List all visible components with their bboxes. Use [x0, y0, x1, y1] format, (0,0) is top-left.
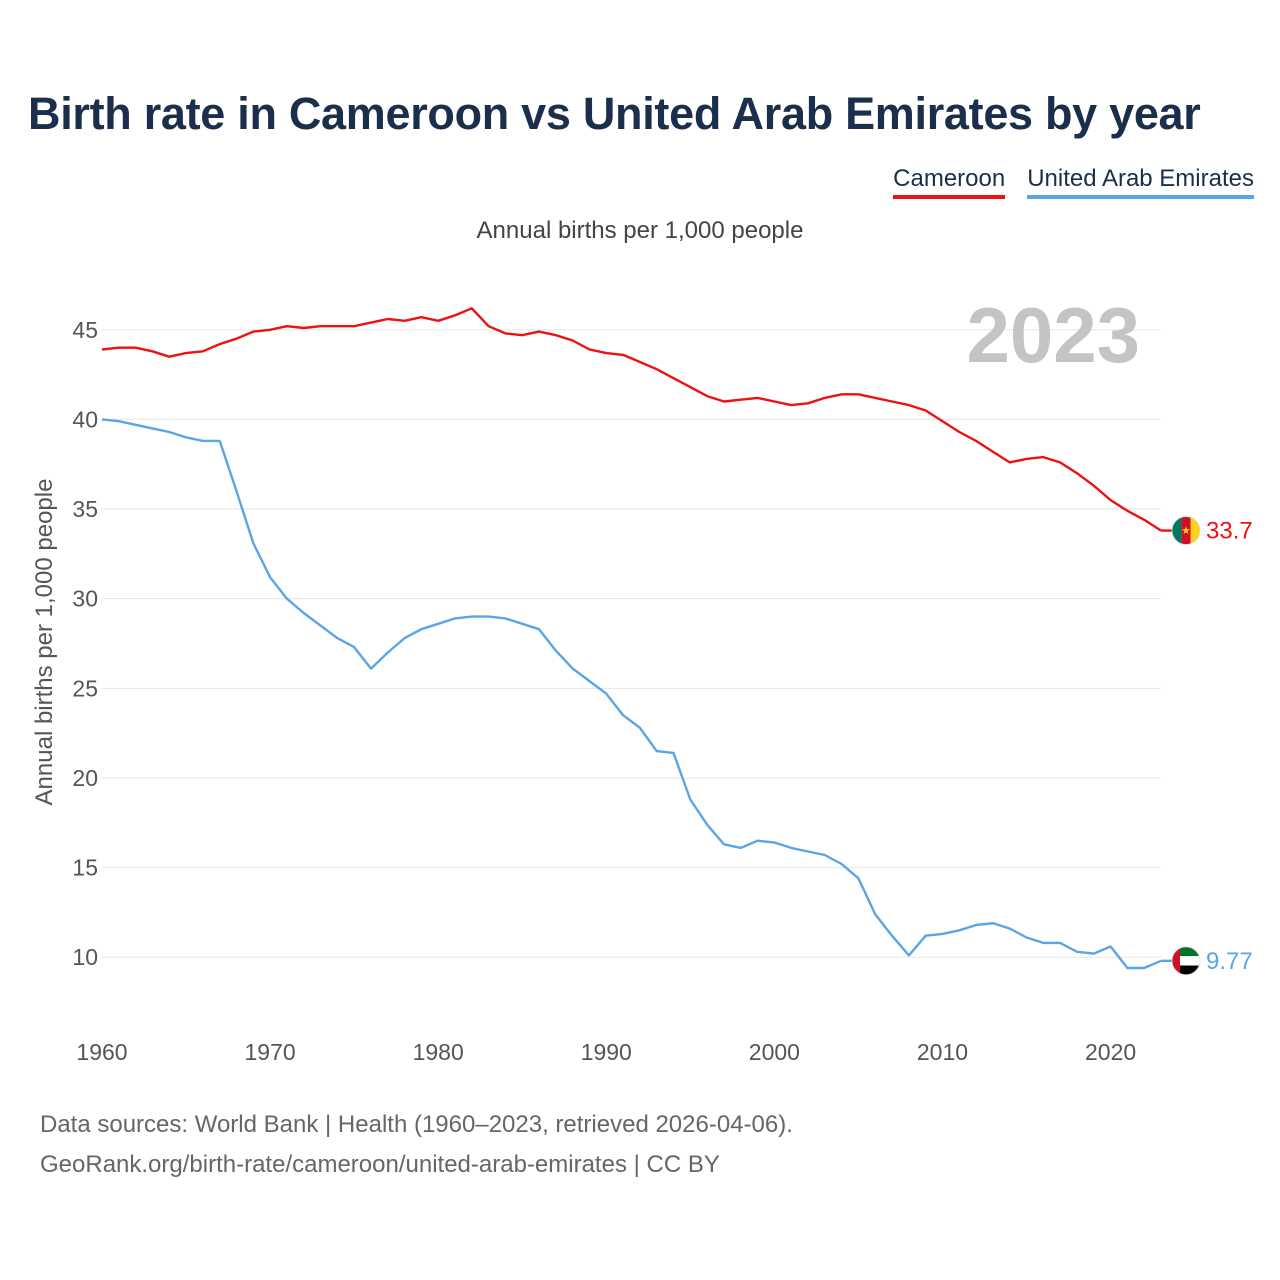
legend-item-cameroon[interactable]: Cameroon [893, 165, 1006, 199]
x-tick-label: 1960 [76, 1039, 127, 1065]
y-tick-label: 10 [72, 944, 98, 970]
year-watermark: 2023 [966, 291, 1140, 379]
cameroon-flag-icon [1172, 516, 1200, 545]
end-value-label-uae: 9.77 [1206, 948, 1253, 975]
legend-item-uae[interactable]: United Arab Emirates [1027, 165, 1254, 199]
y-tick-label: 35 [72, 496, 98, 522]
end-value-label-cameroon: 33.7 [1206, 518, 1253, 545]
series-line-cameroon [101, 307, 1162, 532]
x-tick-label: 2010 [917, 1039, 968, 1065]
chart-subtitle: Annual births per 1,000 people [476, 217, 804, 244]
x-tick-label: 1990 [581, 1039, 632, 1065]
y-tick-label: 15 [72, 855, 98, 881]
series-line-uae [101, 418, 1162, 970]
y-tick-label: 40 [72, 406, 98, 432]
uae-flag-icon [1172, 946, 1200, 975]
chart-title: Birth rate in Cameroon vs United Arab Em… [28, 88, 1201, 139]
legend: Cameroon United Arab Emirates [893, 165, 1254, 199]
y-tick-label: 30 [72, 586, 98, 612]
x-tick-label: 1980 [413, 1039, 464, 1065]
x-tick-label: 2000 [749, 1039, 800, 1065]
y-tick-label: 20 [72, 765, 98, 791]
x-tick-label: 2020 [1085, 1039, 1136, 1065]
x-tick-label: 1970 [245, 1039, 296, 1065]
footer: Data sources: World Bank | Health (1960–… [40, 1105, 793, 1185]
y-tick-label: 25 [72, 675, 98, 701]
y-axis-label: Annual births per 1,000 people [31, 479, 58, 806]
y-tick-label: 45 [72, 317, 98, 343]
footer-link[interactable]: GeoRank.org/birth-rate/cameroon/united-a… [40, 1151, 720, 1178]
footer-sources: Data sources: World Bank | Health (1960–… [40, 1111, 793, 1138]
